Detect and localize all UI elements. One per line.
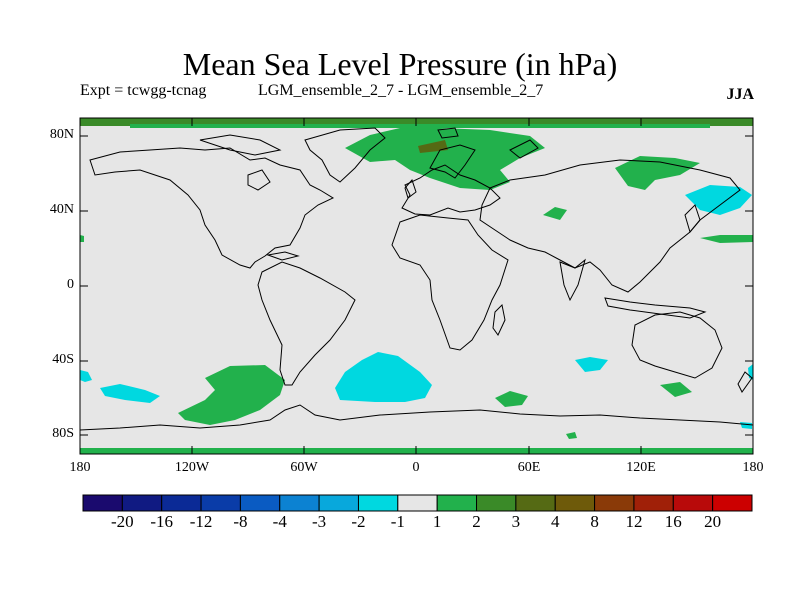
colorbar-swatch-12 [554,494,596,512]
x-tick-120w: 120W [174,460,210,475]
coast-antarctica [79,404,754,431]
coast-asia [479,159,741,293]
coast-caribbean [266,251,300,261]
colorbar-label: -12 [189,512,213,531]
coast-new-zealand [737,371,753,393]
coast-africa [391,214,509,351]
experiment-name-label: LGM_ensemble_2_7 - LGM_ensemble_2_7 [258,82,544,99]
x-tick-60e: 60E [517,460,541,475]
colorbar-swatch-1 [121,494,163,512]
anomaly-south-atlantic [335,352,432,402]
colorbar-swatch-7 [357,494,399,512]
experiment-id-label: Expt = tcwgg-tcnag [80,82,207,99]
coastlines [79,127,754,431]
anomaly-south-indian-west [495,391,528,407]
season-label: JJA [726,86,754,103]
colorbar-label: -1 [390,512,405,531]
coast-south-america [257,261,356,386]
colorbar-swatch-0 [82,494,123,512]
colorbar-swatch-13 [594,494,635,512]
coast-novaya-zemlya [509,139,539,159]
anomaly-central-asia [543,207,567,220]
colorbar-label: 2 [472,512,481,531]
coast-hudson-bay [247,169,271,191]
anomaly-siberia [615,156,700,190]
colorbar-label: -8 [233,512,248,531]
coast-australia [631,311,723,379]
coast-north-america [89,147,335,269]
colorbar-label: 20 [704,512,722,531]
anomaly-south-indian [575,357,608,372]
coast-india [559,258,586,302]
y-tick-80n: 80N [49,127,74,142]
anomaly-pacific-strip [700,235,753,243]
y-tick-40n: 40N [49,202,74,217]
coast-japan [684,204,701,234]
anomaly-west-edge [80,370,92,382]
coast-britain [404,179,417,199]
coast-arctic-islands [199,134,282,156]
coast-madagascar [492,303,506,336]
axis-ticks [79,118,754,454]
anomaly-west-edge-green [80,235,84,242]
colorbar-label: -3 [312,512,327,531]
colorbar-label: -20 [111,512,134,531]
anomaly-north-atlantic [345,128,545,190]
colorbar-swatch-4 [239,494,281,512]
colorbar-swatch-16 [712,494,753,512]
colorbar-swatch-11 [515,494,556,512]
colorbar-swatch-6 [318,494,359,512]
colorbar-swatch-8 [397,494,438,512]
coast-indonesia [604,297,707,319]
colorbar-label: 4 [550,512,560,531]
colorbar-label: 3 [511,512,521,531]
anomaly-north-edge-light [130,124,710,128]
anomaly-antarctic-small [566,432,577,439]
anomaly-southeast-pacific [178,365,285,425]
colorbar-label: 16 [664,512,682,531]
y-tick-0: 0 [67,277,74,292]
x-tick-180w: 180 [69,460,91,475]
anomaly-south-indian-east [660,382,692,397]
colorbar-swatch-2 [161,494,202,512]
y-tick-40s: 40S [52,352,74,367]
colorbar-swatch-3 [200,494,241,512]
colorbar-label: -2 [351,512,366,531]
colorbar-swatch-14 [633,494,674,512]
coast-greenland [304,127,386,183]
colorbar-label: 8 [590,512,599,531]
colorbar-label: 1 [432,512,442,531]
y-tick-80s: 80S [52,426,74,441]
anomaly-north-pacific [685,185,752,215]
x-tick-120e: 120E [626,460,656,475]
colorbar-label: 12 [625,512,643,531]
anomaly-south-pacific-west [100,384,160,403]
x-tick-60w: 60W [290,460,318,475]
coast-scandinavia [429,144,476,179]
colorbar-label: -4 [272,512,287,531]
colorbar-label: -16 [150,512,174,531]
colorbar-swatch-5 [279,494,320,512]
x-tick-180e: 180 [742,460,764,475]
colorbar-swatch-9 [436,494,478,512]
colorbar-swatch-15 [672,494,714,512]
plot-title: Mean Sea Level Pressure (in hPa) [182,46,618,82]
coast-svalbard [437,127,459,139]
colorbar-swatch-10 [476,494,517,512]
x-tick-0: 0 [412,460,420,475]
